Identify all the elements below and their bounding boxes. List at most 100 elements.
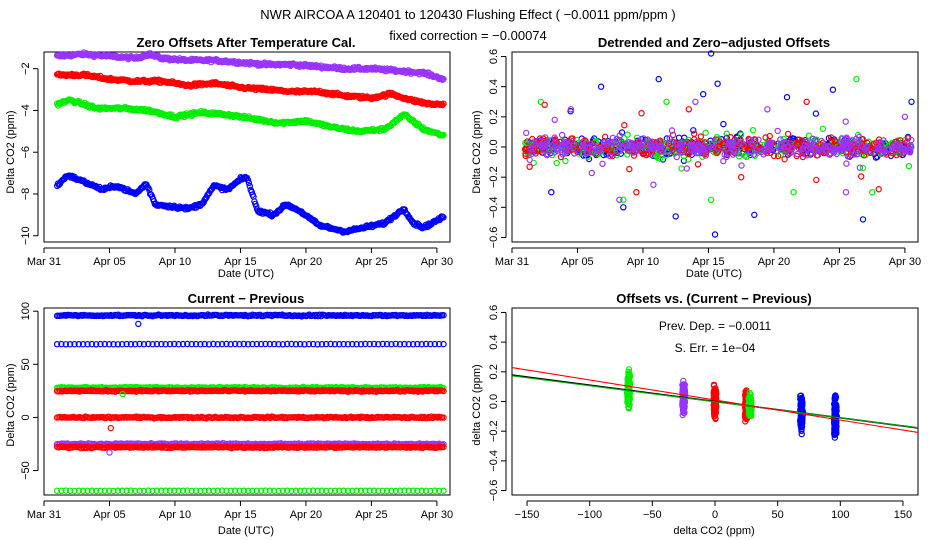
detrended-outlier	[869, 188, 876, 196]
figure-subtitle: fixed correction = −0.00074	[389, 28, 547, 43]
x-tick-label: −150	[515, 509, 540, 521]
detrended-outlier	[711, 231, 719, 238]
y-tick-label: 50	[20, 358, 32, 370]
series-red	[53, 70, 447, 109]
y-tick-label: −0.2	[488, 166, 500, 188]
series-blue	[53, 172, 447, 236]
x-tick-label: Mar 31	[495, 256, 529, 268]
detrended-point	[720, 120, 727, 128]
detrended-point	[558, 131, 566, 139]
detrended-outlier	[829, 86, 837, 93]
detrended-outlier	[901, 113, 909, 121]
x-tick-label: Apr 05	[93, 509, 125, 521]
zero-offset-point	[144, 183, 151, 191]
series-blue-dense	[53, 311, 447, 320]
detrended-point	[749, 126, 757, 134]
detrended-point	[813, 176, 820, 184]
series-green-sparse	[53, 487, 447, 495]
detrended-point	[843, 160, 850, 167]
y-tick-label: 0.4	[488, 334, 500, 349]
current-previous-outlier	[106, 449, 113, 456]
zero-offset-point	[244, 176, 252, 184]
detrended-outlier	[541, 101, 548, 109]
x-tick-label: Apr 25	[355, 256, 387, 268]
panel-zero-offsets: Zero Offsets After Temperature Cal. Date…	[5, 35, 453, 280]
y-tick-label: −6	[20, 146, 32, 159]
current-previous-outlier	[135, 320, 142, 328]
detrended-outlier	[714, 80, 721, 87]
x-tick-label: Apr 30	[889, 256, 921, 268]
panel-title: Detrended and Zero−adjusted Offsets	[598, 35, 830, 50]
detrended-point	[678, 165, 685, 172]
y-tick-label: 0.0	[488, 139, 500, 154]
detrended-outlier	[655, 75, 662, 83]
detrended-outlier	[842, 188, 850, 196]
y-axis-label: delta CO2 (ppm)	[471, 364, 483, 445]
y-tick-label: 0	[20, 414, 32, 420]
x-tick-label: 0	[712, 509, 718, 521]
x-tick-label: Apr 15	[224, 509, 256, 521]
detrended-outlier	[783, 93, 791, 101]
detrended-outlier	[908, 98, 915, 106]
current-previous-outlier	[107, 424, 115, 432]
y-tick-label: −0.4	[488, 196, 500, 218]
plot-frame	[43, 307, 451, 496]
detrended-point	[781, 155, 788, 163]
detrended-outlier	[685, 106, 693, 113]
detrended-point	[774, 127, 781, 135]
series-red-dense-lower	[53, 443, 447, 452]
detrended-outlier	[859, 216, 867, 223]
y-tick-label: −50	[20, 461, 32, 480]
plot-area-current-previous: Mar 31 Apr 05 Apr 10 Apr 15 Apr 20 Apr 25 Apr …	[20, 302, 453, 521]
panel-title: Current − Previous	[188, 291, 305, 306]
zero-offset-point	[440, 131, 447, 139]
zero-offset-point	[440, 214, 447, 221]
series-blue-sparse	[53, 340, 447, 348]
detrended-point	[784, 130, 792, 138]
series-red-dense	[53, 413, 447, 422]
x-tick-label: Apr 10	[159, 256, 191, 268]
detrended-point	[738, 162, 745, 169]
y-tick-label: 0.0	[488, 394, 500, 409]
detrended-point	[659, 156, 667, 163]
zero-offset-point	[440, 75, 447, 83]
detrended-point	[842, 118, 849, 125]
x-tick-label: Apr 30	[421, 509, 453, 521]
cluster-0	[623, 366, 634, 412]
detrended-point	[588, 169, 596, 177]
zero-offset-point	[246, 182, 253, 190]
detrended-outlier	[738, 173, 745, 181]
x-axis-label: Date (UTC)	[218, 525, 274, 537]
y-tick-label: −4	[20, 104, 32, 117]
detrended-outlier	[633, 188, 640, 196]
y-tick-label: 0.6	[488, 49, 500, 64]
detrended-point	[858, 173, 865, 180]
series-red-dense-upper	[53, 386, 447, 395]
plot-frame	[43, 51, 451, 243]
plot-area-offsets-vs: −150 −100 −50 0 50 100 150−0.6−0.4−0.20.00.20.…	[488, 305, 919, 521]
plot-area-detrended: Mar 31 Apr 05 Apr 10 Apr 15 Apr 20 Apr 25 Apr …	[488, 49, 921, 268]
y-axis-label: Delta CO2 (ppm)	[5, 363, 17, 446]
y-tick-label: −0.6	[488, 227, 500, 249]
x-axis-label: delta CO2 (ppm)	[673, 525, 754, 537]
panel-current-previous: Current − Previous Date (UTC) Delta CO2 …	[5, 291, 453, 537]
x-tick-label: 150	[894, 509, 912, 521]
detrended-point	[626, 165, 633, 173]
detrended-outlier	[853, 75, 860, 83]
figure-title: NWR AIRCOA A 120401 to 120430 Flushing E…	[260, 7, 675, 22]
detrended-outlier	[672, 213, 679, 220]
x-tick-label: Apr 20	[290, 256, 322, 268]
y-tick-label: −10	[20, 226, 32, 245]
series-green	[53, 96, 447, 139]
x-tick-label: Apr 30	[421, 256, 453, 268]
series-purple	[53, 49, 447, 83]
x-tick-label: Apr 15	[224, 256, 256, 268]
detrended-point	[526, 163, 533, 170]
detrended-outlier	[700, 90, 707, 98]
detrended-outlier	[692, 98, 699, 106]
x-tick-label: Apr 10	[627, 256, 659, 268]
zero-offset-point	[199, 200, 206, 207]
zero-offset-point	[440, 100, 447, 107]
detrended-point	[812, 110, 820, 117]
